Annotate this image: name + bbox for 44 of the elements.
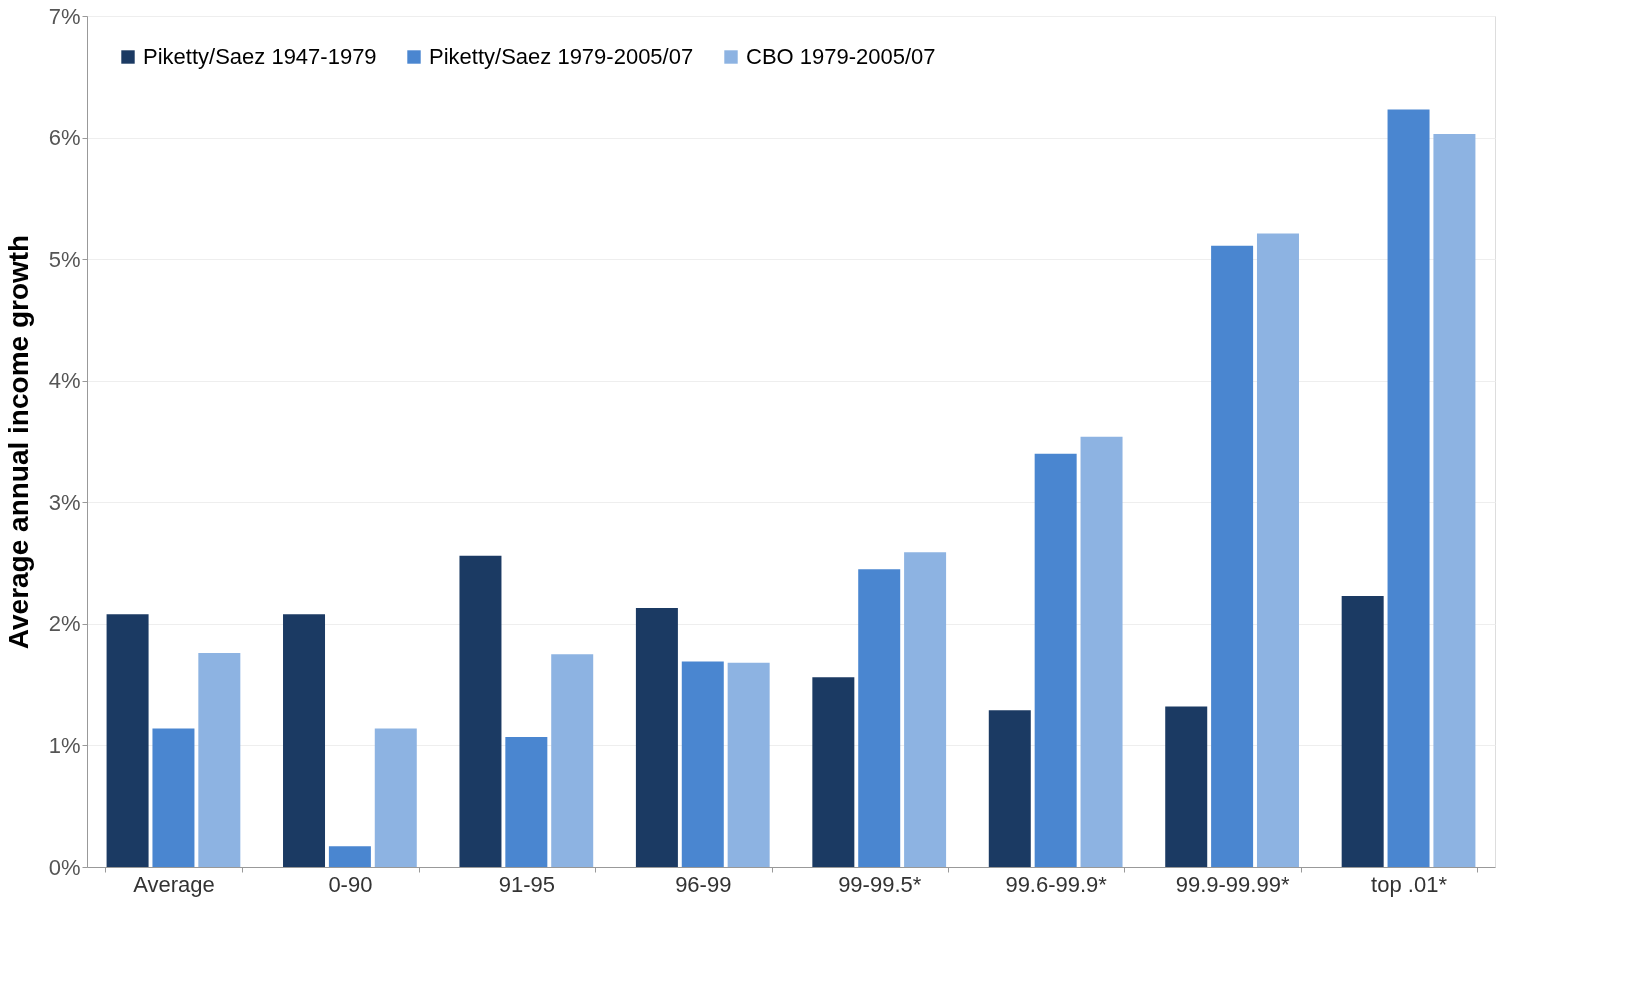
bar	[858, 569, 901, 867]
bar	[1034, 453, 1077, 867]
x-tick-label: 0-90	[328, 871, 373, 897]
bar	[1341, 595, 1384, 867]
bar	[505, 736, 548, 867]
bar	[1211, 245, 1254, 867]
bar	[152, 728, 195, 867]
legend-label: Piketty/Saez 1979-2005/07	[429, 44, 694, 69]
bar	[988, 710, 1031, 867]
x-tick-label: 99-99.5*	[838, 871, 922, 897]
bar	[635, 608, 678, 867]
bar	[1433, 133, 1476, 867]
x-tick-label: Average	[133, 871, 215, 897]
bar	[198, 653, 241, 867]
legend-label: CBO 1979-2005/07	[746, 44, 936, 69]
y-tick-label: 7%	[48, 3, 81, 29]
y-tick-label: 0%	[48, 854, 81, 880]
bar	[328, 846, 371, 867]
x-tick-label: top .01*	[1371, 871, 1448, 897]
y-tick-label: 2%	[48, 611, 81, 637]
bar	[904, 552, 947, 867]
bar	[1165, 706, 1208, 867]
legend-label: Piketty/Saez 1947-1979	[143, 44, 377, 69]
y-tick-label: 1%	[48, 732, 81, 758]
bar	[106, 614, 149, 867]
bar	[1256, 233, 1299, 867]
bar	[812, 677, 855, 867]
bar	[1080, 436, 1123, 867]
bar	[1387, 109, 1430, 867]
y-tick-label: 3%	[48, 489, 81, 515]
bar	[681, 661, 724, 867]
x-tick-label: 99.6-99.9*	[1005, 871, 1108, 897]
x-tick-label: 91-95	[498, 871, 555, 897]
x-tick-label: 96-99	[675, 871, 732, 897]
bar	[374, 728, 417, 867]
x-tick-label: 99.9-99.99*	[1175, 871, 1290, 897]
bar	[283, 614, 326, 867]
y-tick-label: 5%	[48, 246, 81, 272]
y-tick-label: 6%	[48, 125, 81, 151]
bar	[727, 662, 770, 867]
bar	[551, 654, 594, 867]
y-tick-label: 4%	[48, 368, 81, 394]
bar	[459, 555, 502, 867]
y-axis-title: Average annual income growth	[2, 234, 34, 650]
